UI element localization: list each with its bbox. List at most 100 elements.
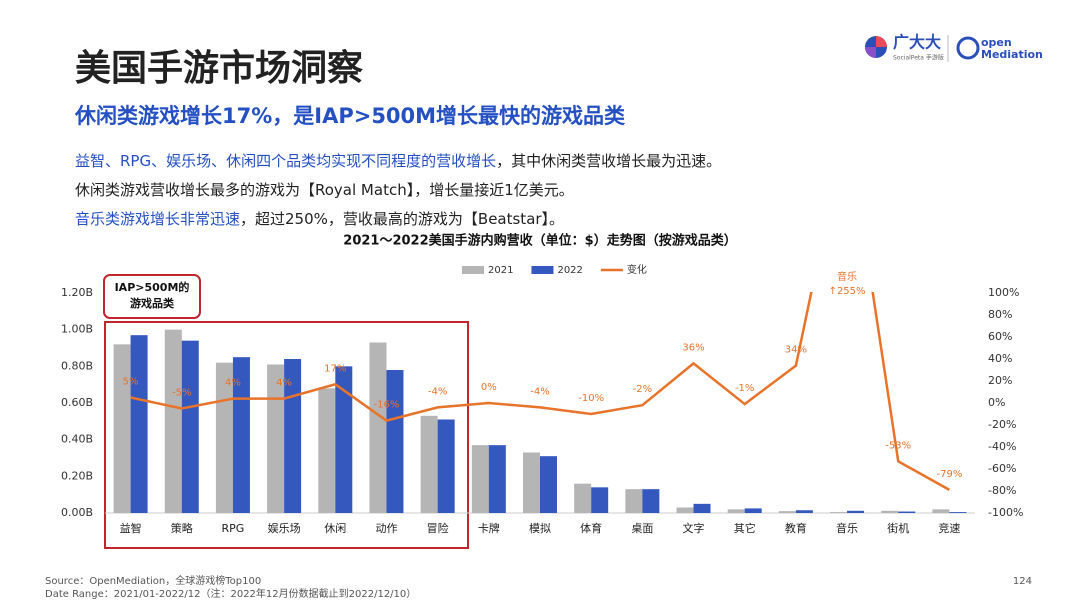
bar xyxy=(437,419,455,513)
body-text: ，其中休闲类营收增长最为迅速。 xyxy=(496,152,722,170)
change-label: -1% xyxy=(735,383,754,394)
body-text: ，超过250%，营收最高的游戏为【Beatstar】。 xyxy=(240,210,565,228)
y-tick-label: 0.80B xyxy=(61,359,93,372)
bar xyxy=(335,366,353,513)
bar xyxy=(232,357,250,513)
change-label: -53% xyxy=(885,440,911,451)
legend-swatch xyxy=(462,266,484,274)
x-tick-label: 娱乐场 xyxy=(268,521,301,535)
change-label: 17% xyxy=(324,363,346,374)
x-tick-label: 街机 xyxy=(887,521,909,535)
bar xyxy=(898,511,916,513)
bar xyxy=(847,510,865,513)
logo-brand: 广大大 SocialPeta 手游版 xyxy=(865,33,944,62)
x-tick-label: 音乐 xyxy=(836,521,858,535)
change-label: 34% xyxy=(785,345,807,356)
bar xyxy=(471,445,489,513)
x-tick-label: 竞速 xyxy=(938,521,960,535)
bar xyxy=(693,503,711,513)
bar xyxy=(642,489,660,513)
bar xyxy=(574,483,592,513)
bar xyxy=(369,342,387,513)
x-tick-label: 桌面 xyxy=(631,522,653,535)
body-line: 休闲类游戏营收增长最多的游戏为【Royal Match】，增长量接近1亿美元。 xyxy=(75,179,574,200)
source: Source：OpenMediation，全球游戏榜Top100 xyxy=(45,574,261,587)
x-tick-label: 文字 xyxy=(683,521,705,535)
bar xyxy=(795,510,813,513)
line-clip xyxy=(130,292,951,491)
bar xyxy=(949,512,967,513)
change-label: 4% xyxy=(276,378,292,389)
change-line xyxy=(130,292,951,491)
y2-tick-label: 20% xyxy=(988,374,1012,387)
y-tick-label: 0.20B xyxy=(61,469,93,482)
logo-partner: open Mediation xyxy=(956,36,1043,61)
y-tick-label: 1.00B xyxy=(61,323,93,336)
change-label: 36% xyxy=(682,342,704,353)
legend-swatch xyxy=(531,266,554,274)
bar xyxy=(744,508,762,513)
partner-bottom: Mediation xyxy=(981,48,1043,61)
legend-label: 2022 xyxy=(557,265,582,276)
bar xyxy=(778,511,796,513)
brand-sub: SocialPeta 手游版 xyxy=(893,54,944,62)
bar xyxy=(130,335,148,513)
highlight-label-box xyxy=(103,274,201,319)
change-label: 4% xyxy=(225,378,241,389)
page-number: 124 xyxy=(1013,576,1032,587)
change-label: ↑255% xyxy=(829,286,866,297)
bar xyxy=(830,512,848,513)
body-highlight: 益智、RPG、娱乐场、休闲四个品类均实现不同程度的营收增长 xyxy=(75,152,497,170)
bar xyxy=(676,507,694,513)
y2-tick-label: -20% xyxy=(988,418,1016,431)
subtitle: 休闲类游戏增长17%，是IAP>500M增长最快的游戏品类 xyxy=(74,104,626,128)
bar xyxy=(523,452,540,513)
bar xyxy=(267,364,285,513)
body-line: 音乐类游戏增长非常迅速，超过250%，营收最高的游戏为【Beatstar】。 xyxy=(75,208,564,229)
change-label: -16% xyxy=(374,400,400,411)
bar xyxy=(318,388,336,513)
legend-label: 变化 xyxy=(627,263,647,276)
y2-tick-label: 40% xyxy=(988,352,1012,365)
highlight-label: IAP>500M的 xyxy=(115,280,190,294)
x-tick-label: 策略 xyxy=(171,521,193,535)
x-tick-label: 休闲 xyxy=(324,521,346,535)
y2-tick-label: 0% xyxy=(988,396,1005,409)
bar xyxy=(591,487,609,513)
bar xyxy=(881,510,899,513)
partner-top: open xyxy=(981,36,1012,49)
y2-tick-label: -60% xyxy=(988,462,1016,475)
change-label: 5% xyxy=(123,377,139,388)
bar xyxy=(932,509,950,513)
body-highlight: 音乐类游戏增长非常迅速 xyxy=(75,210,241,228)
x-tick-label: 冒险 xyxy=(427,521,449,535)
bar xyxy=(164,329,182,513)
y-tick-label: 0.60B xyxy=(61,396,93,409)
bar xyxy=(625,489,643,513)
body-text: 休闲类游戏营收增长最多的游戏为【Royal Match】，增长量接近1亿美元。 xyxy=(75,181,574,199)
bar xyxy=(420,415,438,513)
x-tick-label: 其它 xyxy=(734,521,756,535)
bar xyxy=(113,344,131,513)
y2-tick-label: 60% xyxy=(988,330,1012,343)
x-tick-label: 动作 xyxy=(375,522,397,535)
bar xyxy=(488,445,506,513)
slide-title: 美国手游市场洞察 xyxy=(75,48,363,89)
y2-tick-label: 80% xyxy=(988,308,1012,321)
change-label: -2% xyxy=(633,384,652,395)
y2-tick-label: -40% xyxy=(988,440,1016,453)
change-label: -4% xyxy=(530,386,549,397)
chart-title: 2021～2022美国手游内购营收（单位：$）走势图（按游戏品类） xyxy=(343,233,736,249)
x-tick-label: RPG xyxy=(222,522,245,535)
y-tick-label: 0.00B xyxy=(61,506,93,519)
y2-tick-label: 100% xyxy=(988,286,1019,299)
y-tick-label: 1.20B xyxy=(61,286,93,299)
date-range: Date Range：2021/01-2022/12（注：2022年12月份数据… xyxy=(45,587,416,600)
highlight-box xyxy=(104,321,469,549)
y2-tick-label: -100% xyxy=(988,506,1023,519)
bar xyxy=(727,509,745,513)
highlight-label: 游戏品类 xyxy=(130,296,175,310)
y2-tick-label: -80% xyxy=(988,484,1016,497)
